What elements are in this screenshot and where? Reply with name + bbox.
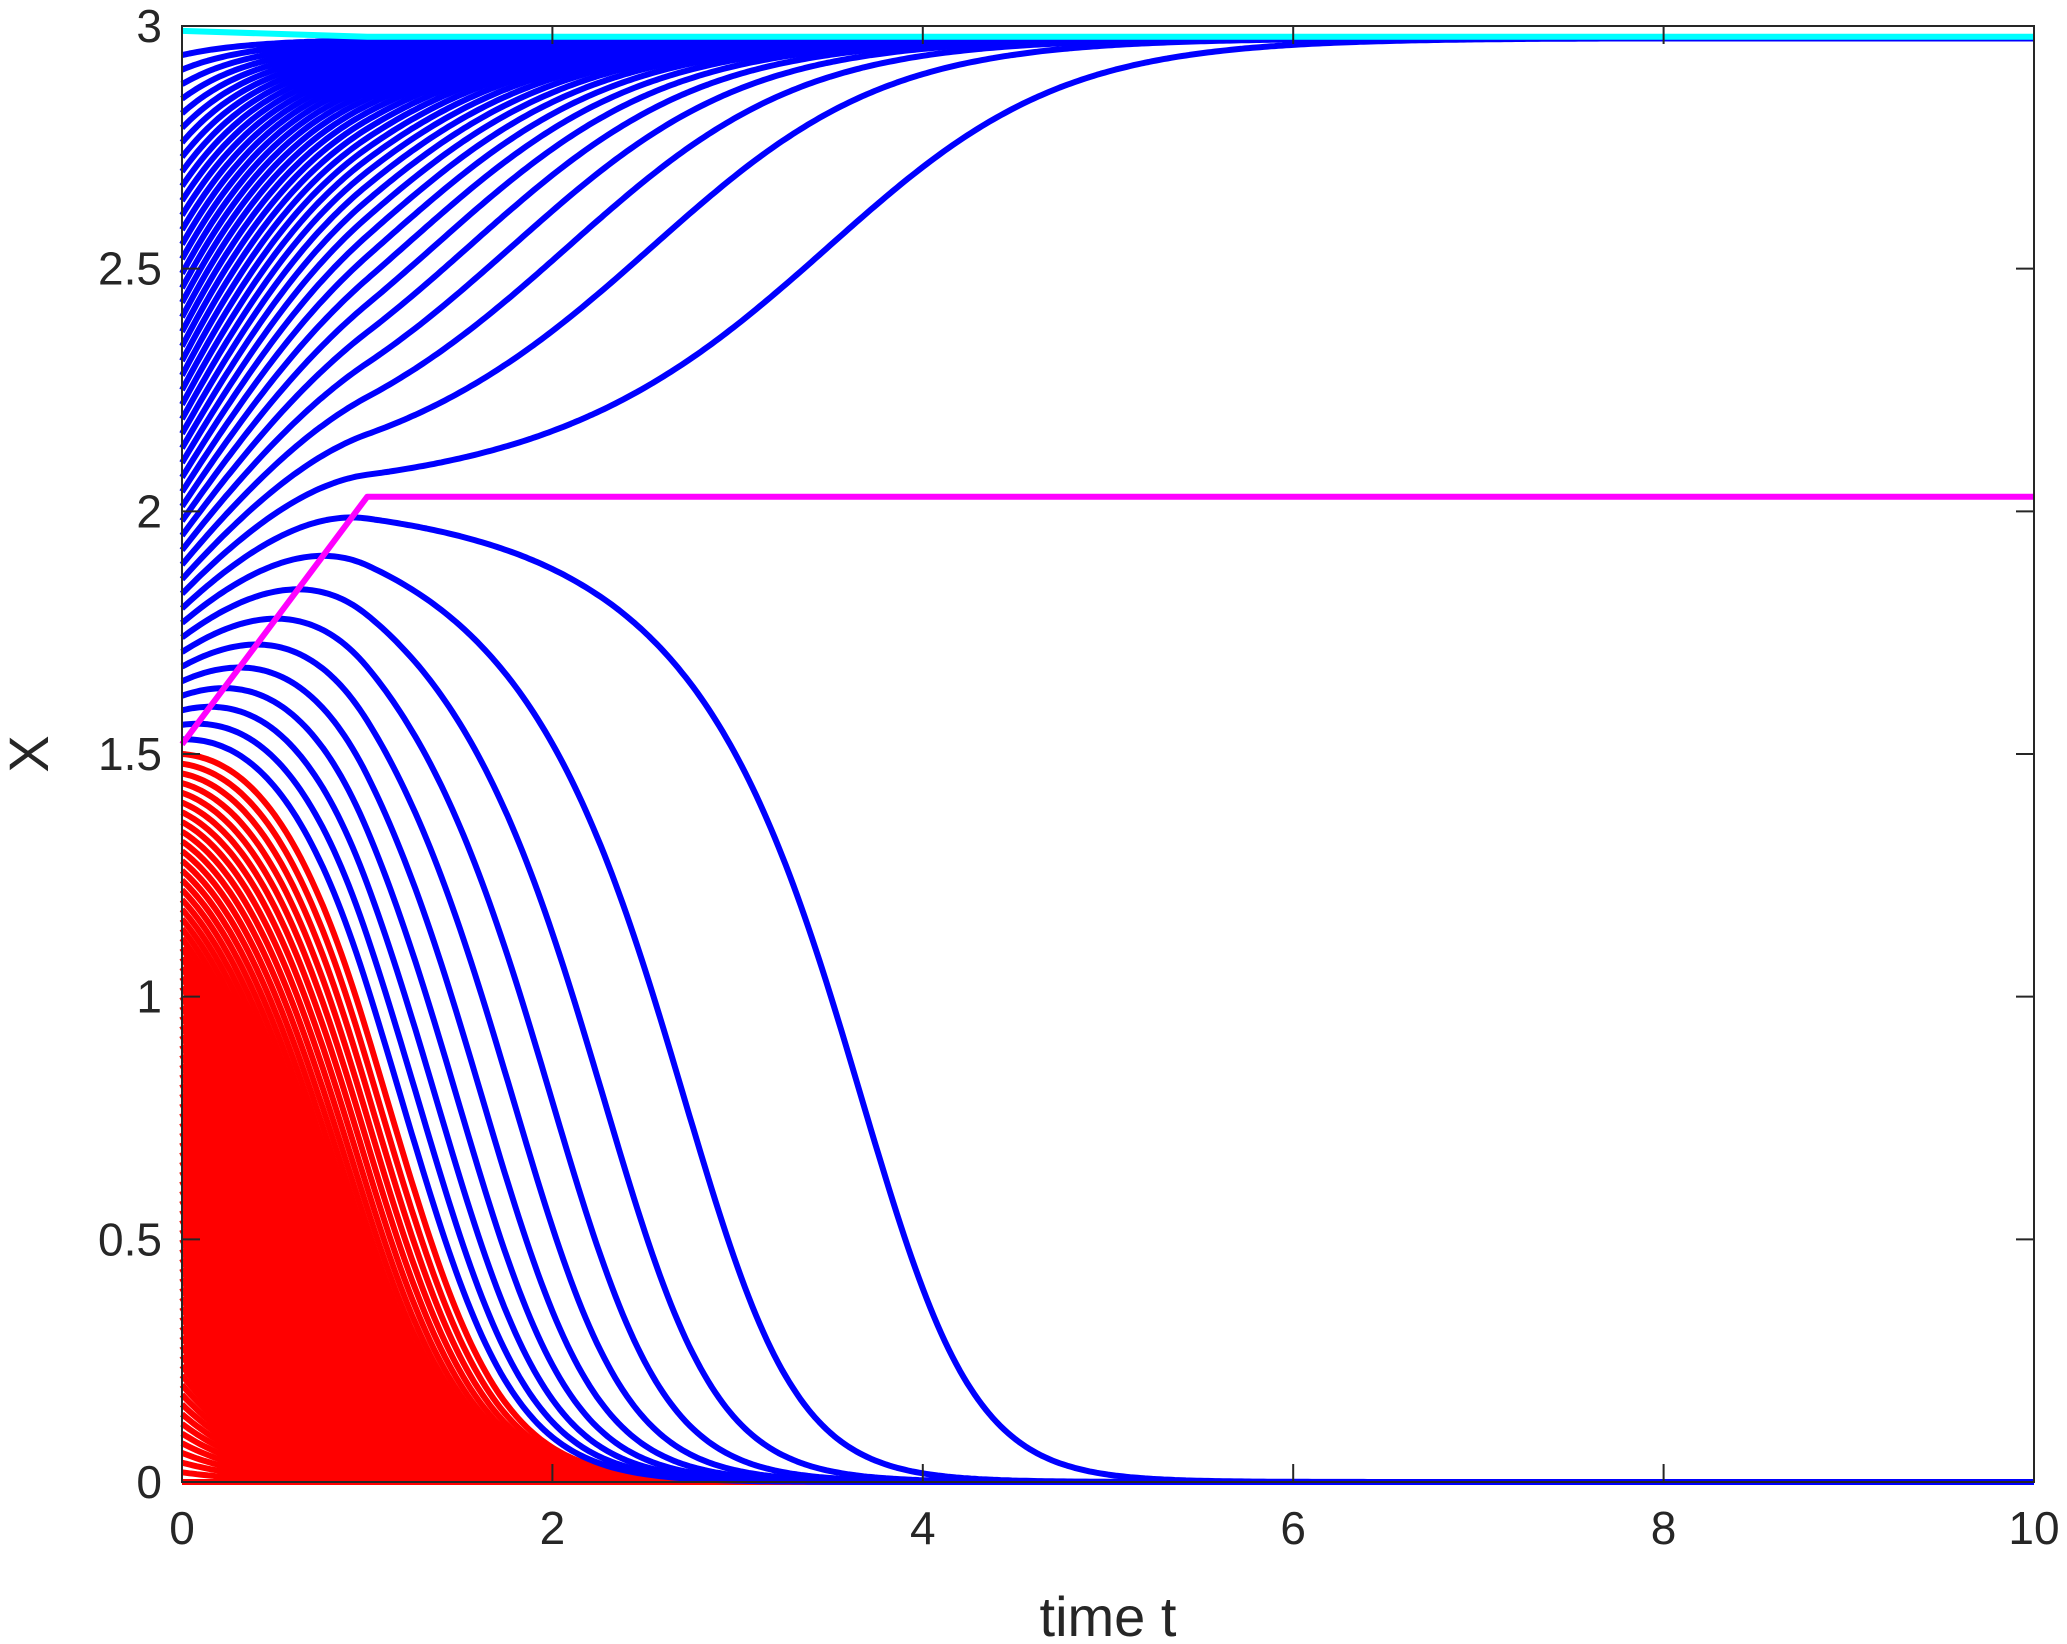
x-tick-label: 6 [1280, 1502, 1306, 1554]
y-tick-label: 1.5 [98, 728, 162, 780]
y-tick-label: 0 [136, 1456, 162, 1508]
y-tick-label: 2.5 [98, 243, 162, 295]
x-tick-label: 10 [2008, 1502, 2059, 1554]
y-tick-label: 3 [136, 0, 162, 52]
x-tick-label: 8 [1651, 1502, 1677, 1554]
plot-curves [179, 27, 2034, 1485]
x-tick-label: 0 [169, 1502, 195, 1554]
blue-trajectory-line [179, 35, 2034, 377]
y-tick-label: 1 [136, 971, 162, 1023]
blue-trajectory-line [179, 35, 2034, 494]
blue-trajectory-line [179, 35, 2034, 553]
y-axis-label: X [0, 735, 60, 772]
blue-trajectory-line [181, 685, 2034, 1485]
axis-ticks: 0 2 4 6 8 10 0 0.5 1 1.5 2 2.5 3 [98, 0, 2060, 1554]
x-tick-label: 2 [540, 1502, 566, 1554]
threshold-line [179, 493, 2034, 747]
x-axis-label: time t [1040, 1585, 1177, 1644]
blue-trajectory-line [180, 586, 2034, 1485]
y-tick-label: 2 [136, 485, 162, 537]
axes-box [181, 25, 2035, 1483]
x-tick-label: 4 [910, 1502, 936, 1554]
red-trajectory-line [181, 780, 2034, 1485]
red-trajectory-line [180, 789, 2034, 1485]
y-tick-label: 0.5 [98, 1213, 162, 1265]
upper-equilibrium-line [181, 27, 2034, 40]
